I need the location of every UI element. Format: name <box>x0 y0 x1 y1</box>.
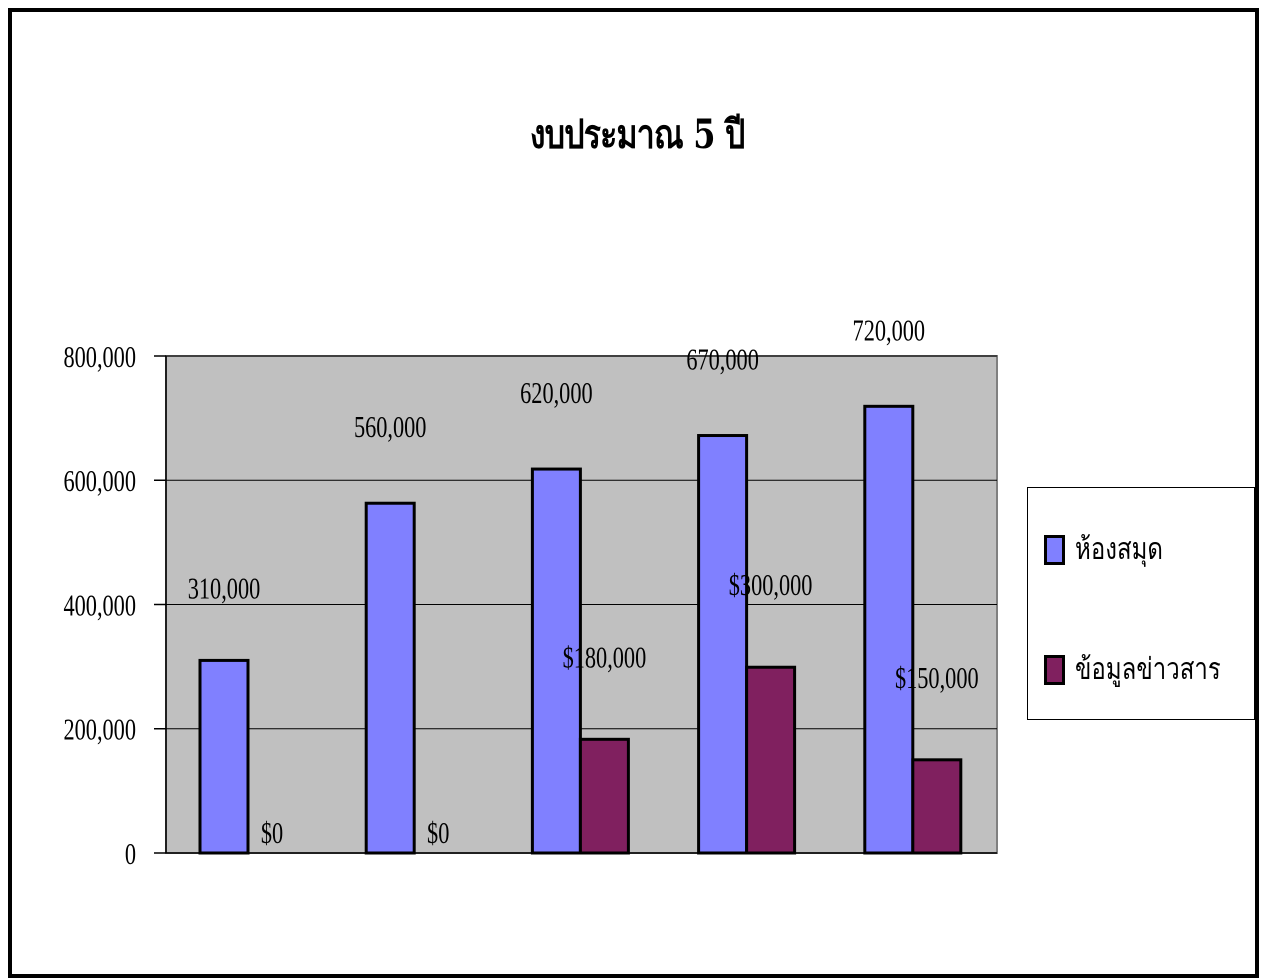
y-tick-label: 400,000 <box>63 588 136 622</box>
data-label-information: $150,000 <box>895 660 979 694</box>
data-label-information: $180,000 <box>563 640 647 674</box>
legend-swatch-library <box>1044 534 1065 565</box>
bar-information <box>745 665 797 855</box>
bar-information <box>911 758 963 855</box>
data-label-information: $300,000 <box>729 568 813 602</box>
y-tick-label: 600,000 <box>63 464 136 498</box>
data-label-library: 560,000 <box>354 410 427 444</box>
y-tick-label: 800,000 <box>63 339 136 373</box>
chart-title: งบประมาณ 5 ปี <box>529 111 745 158</box>
bar-library <box>697 434 749 855</box>
legend-item-library: ห้องสมุด <box>1044 526 1185 573</box>
bar-information <box>578 737 630 855</box>
y-tick-label: 200,000 <box>63 712 136 746</box>
bar-library <box>198 658 250 855</box>
data-label-information: $0 <box>427 815 449 849</box>
legend-item-information: ข้อมูลข่าวสาร <box>1044 646 1257 693</box>
bar-library <box>364 501 416 855</box>
data-label-information: $0 <box>261 815 283 849</box>
legend: ห้องสมุด ข้อมูลข่าวสาร <box>1027 487 1255 720</box>
bar-library <box>863 404 915 855</box>
bar-library <box>530 467 582 855</box>
legend-label-information: ข้อมูลข่าวสาร <box>1075 652 1221 687</box>
data-label-library: 720,000 <box>853 313 926 347</box>
legend-label-library: ห้องสมุด <box>1075 532 1164 567</box>
legend-swatch-information <box>1044 654 1065 685</box>
data-label-library: 310,000 <box>188 571 261 605</box>
data-label-library: 620,000 <box>520 376 593 410</box>
y-tick-label: 0 <box>125 836 136 870</box>
data-label-library: 670,000 <box>686 342 759 376</box>
